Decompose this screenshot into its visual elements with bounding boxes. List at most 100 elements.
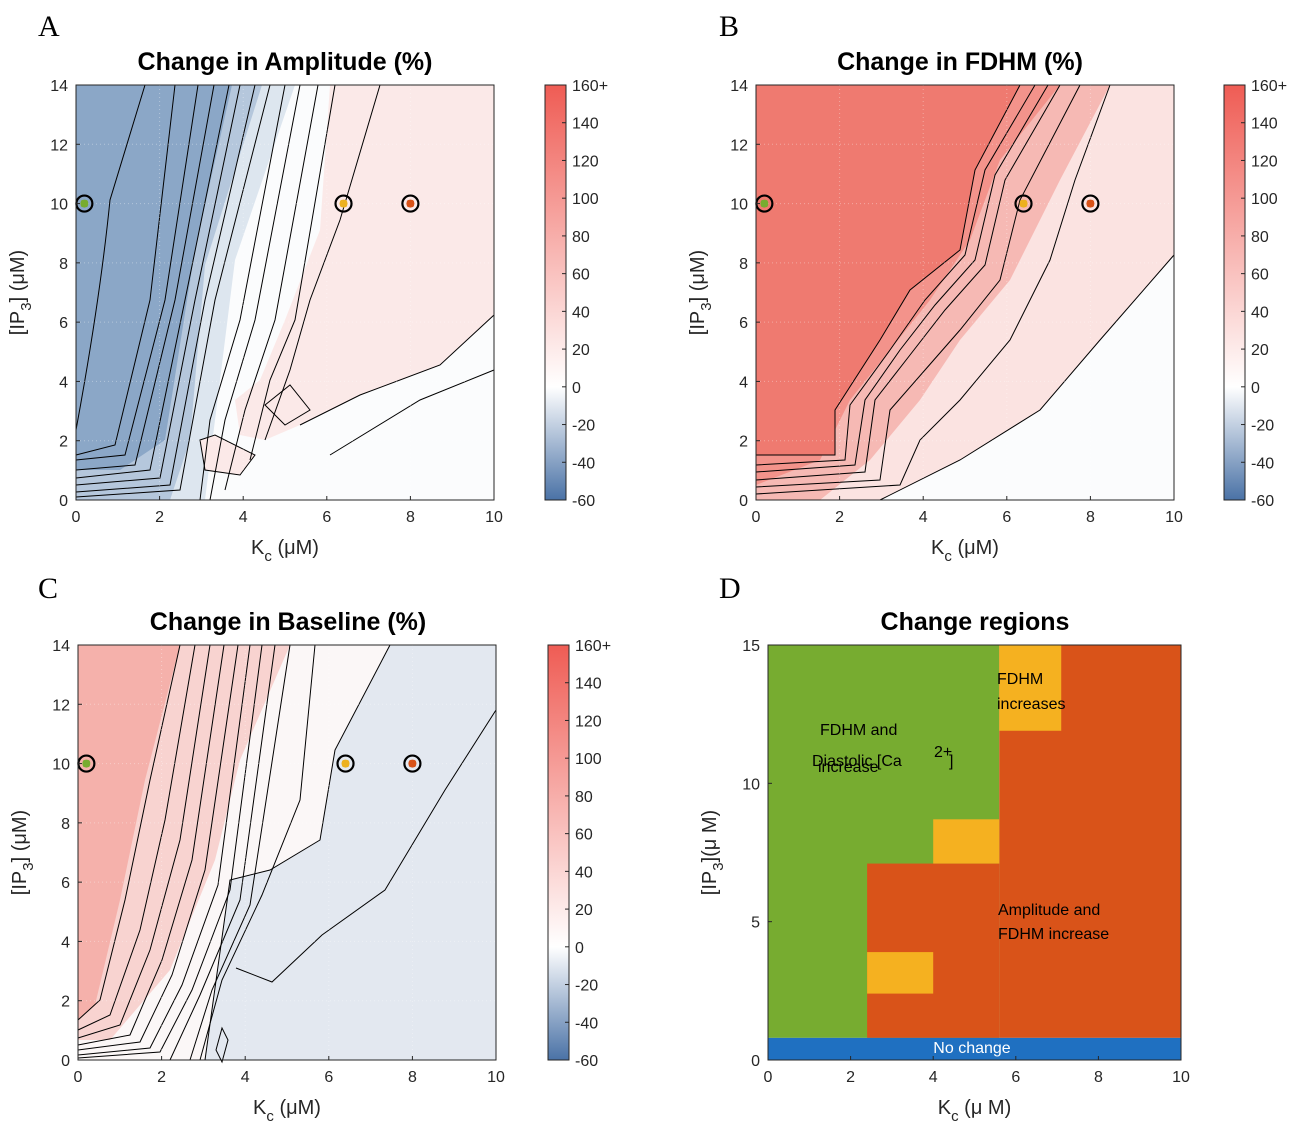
colorbar-tick-label: 140 (572, 116, 599, 133)
grid-a (76, 85, 494, 500)
x-tick-label: 0 (752, 509, 761, 526)
y-tick-label: 12 (52, 697, 70, 714)
x-tick-label: 6 (1002, 509, 1011, 526)
colorbar-tick-label: -20 (575, 978, 598, 995)
colorbar-tick-label: 100 (575, 751, 602, 768)
x-tick-label: 4 (239, 509, 248, 526)
colorbar-tick-label: 20 (1251, 342, 1269, 359)
region-label-blue: No change (933, 1040, 1010, 1057)
x-tick-label: 8 (1094, 1069, 1103, 1086)
y-tick-label: 2 (61, 994, 70, 1011)
y-tick-label: 12 (730, 137, 748, 154)
x-axis-label: Kc (μM) (931, 537, 999, 565)
y-tick-label: 12 (50, 137, 68, 154)
x-tick-label: 10 (485, 509, 503, 526)
contour-fill-a-5 (200, 435, 255, 475)
markers-a (75, 194, 420, 213)
colorbar-tick-label: 60 (575, 827, 593, 844)
region-label-green-line2: Diastolic [Ca 2+ ] (812, 744, 953, 770)
region-label-yellow-line1: FDHM (997, 671, 1043, 688)
y-tick-label: 14 (730, 78, 748, 95)
x-axis-label: Kc (μM) (253, 1097, 321, 1124)
plot-area-d: FDHM and Diastolic [Ca 2+ ] increase FDH… (767, 644, 1182, 1061)
contour-lines-b (755, 84, 1175, 501)
panel-letter-b: B (719, 10, 739, 43)
y-axis-label: [IP3] (μM) (7, 250, 35, 335)
y-tick-label: 4 (59, 374, 68, 391)
x-tick-label: 6 (1011, 1069, 1020, 1086)
x-tick-label: 2 (155, 509, 164, 526)
y-axis-label: [IP3](μ M) (699, 810, 727, 895)
colorbar-tick-label: 20 (575, 902, 593, 919)
contour-lines-c (77, 644, 497, 1064)
y-tick-label: 14 (50, 78, 68, 95)
y-tick-label: 10 (52, 757, 70, 774)
marker-point (334, 194, 353, 213)
y-tick-label: 10 (50, 197, 68, 214)
region-cell-yellow (867, 952, 934, 994)
y-tick-label: 10 (730, 197, 748, 214)
y-tick-label: 0 (739, 493, 748, 510)
x-tick-label: 8 (408, 1069, 417, 1086)
y-tick-label: 4 (739, 374, 748, 391)
region-label-orange-line1: Amplitude and (998, 902, 1100, 919)
y-tick-label: 8 (61, 816, 70, 833)
colorbar-tick-label: 0 (572, 380, 581, 397)
colorbar-tick-label: 100 (572, 191, 599, 208)
colorbar-tick-label: -60 (572, 493, 595, 510)
region-label-green-line3-text: increase (818, 759, 879, 776)
axes-d: 0 2 4 6 8 10 0 5 10 15 Kc (μ M) [IP3](μ M) (699, 638, 1190, 1124)
plot-area-a (75, 84, 495, 501)
markers-c (77, 754, 422, 773)
y-tick-label: 5 (751, 915, 760, 932)
region-label-green-line1: FDHM and (820, 722, 897, 739)
x-tick-label: 8 (406, 509, 415, 526)
region-cell-yellow (999, 645, 1062, 731)
chart-title-c: Change in Baseline (%) (150, 608, 426, 636)
chart-title-d: Change regions (881, 608, 1070, 636)
colorbar-c: 160+ 140 120 100 80 60 40 20 0 -20 -40 -60 (547, 638, 611, 1070)
y-tick-label: 0 (59, 493, 68, 510)
x-tick-label: 4 (919, 509, 928, 526)
colorbar-tick-label: 160+ (575, 638, 611, 655)
grid-c (78, 645, 496, 1060)
x-tick-label: 6 (322, 509, 331, 526)
region-cell-blue (768, 1037, 1181, 1060)
y-axis-label: [IP3] (μM) (9, 810, 37, 895)
regions-d (768, 645, 1181, 1060)
panel-a: A Change in Amplitude (%) (7, 10, 608, 565)
region-cell-orange (867, 863, 1000, 1038)
axes-b: 0 2 4 6 8 10 0 2 4 6 8 10 12 14 Kc (μM) [IP3] (μM) (687, 78, 1183, 565)
x-tick-label: 10 (1172, 1069, 1190, 1086)
x-tick-label: 6 (324, 1069, 333, 1086)
x-tick-label: 4 (929, 1069, 938, 1086)
marker-point (1081, 194, 1100, 213)
colorbar-tick-label: -40 (1251, 455, 1274, 472)
x-axis-label: Kc (μ M) (938, 1097, 1011, 1124)
colorbar-tick-label: -40 (572, 455, 595, 472)
contour-lines-a (75, 84, 495, 501)
colorbar-tick-label: 160+ (572, 78, 608, 95)
colorbar-tick-label: -20 (1251, 418, 1274, 435)
axes-c: 0 2 4 6 8 10 0 2 4 6 8 10 12 14 Kc (μM) [IP3] (μM) (9, 638, 505, 1124)
marker-point (336, 754, 355, 773)
region-label-orange-line2: FDHM increase (998, 926, 1109, 943)
y-tick-label: 0 (751, 1053, 760, 1070)
chart-title-b: Change in FDHM (%) (837, 48, 1083, 76)
colorbar-tick-label: 120 (1251, 153, 1278, 170)
markers-b (755, 194, 1100, 213)
marker-point (1014, 194, 1033, 213)
marker-point (401, 194, 420, 213)
colorbar-tick-label: 120 (575, 713, 602, 730)
x-tick-label: 2 (846, 1069, 855, 1086)
colorbar-tick-label: -40 (575, 1015, 598, 1032)
x-tick-label: 0 (74, 1069, 83, 1086)
colorbar-ticks-c: 160+ 140 120 100 80 60 40 20 0 -20 -40 -60 (565, 638, 611, 1070)
plot-area-b (755, 84, 1175, 501)
colorbar-tick-label: 100 (1251, 191, 1278, 208)
colorbar-ticks-b: 160+ 140 120 100 80 60 40 20 0 -20 -40 -60 (1241, 78, 1287, 510)
x-tick-label: 0 (72, 509, 81, 526)
colorbar-tick-label: 120 (572, 153, 599, 170)
colorbar-tick-label: 80 (575, 789, 593, 806)
